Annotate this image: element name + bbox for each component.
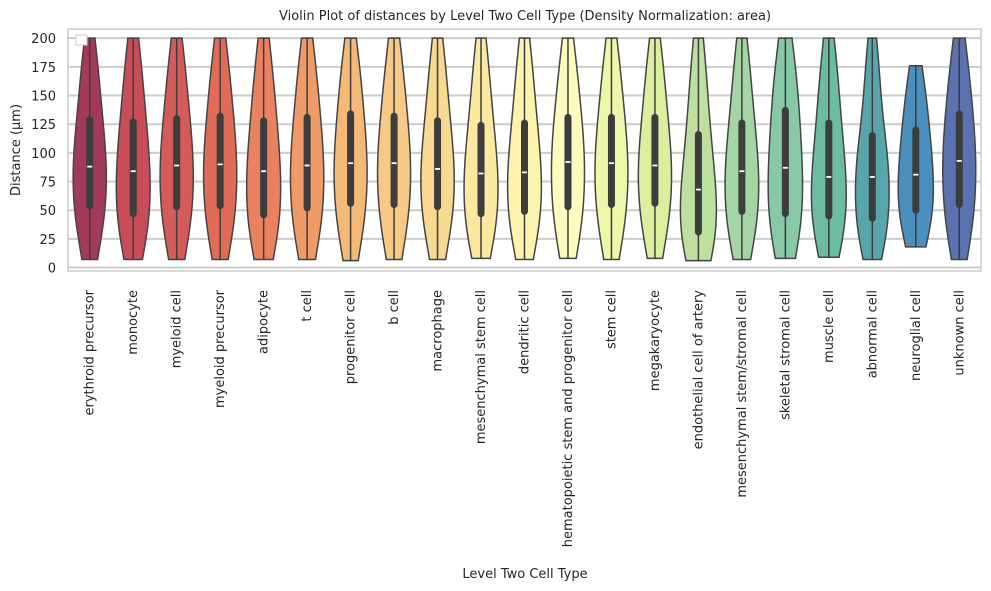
y-tick-label: 0	[48, 262, 56, 277]
violin-progenitor-cell	[333, 37, 368, 262]
y-tick-label: 50	[39, 204, 56, 219]
x-tick-label: erythroid precursor	[83, 289, 98, 415]
x-tick-label: abnormal cell	[865, 290, 880, 378]
violin-muscle-cell	[810, 37, 847, 258]
x-tick-label: myeloid cell	[170, 290, 185, 368]
x-tick-label: megakaryocyte	[648, 290, 663, 391]
violin-megakaryocyte	[637, 37, 673, 260]
x-tick-label: macrophage	[431, 290, 446, 372]
x-tick-label: mesenchymal stem cell	[474, 290, 489, 444]
x-tick-label: hematopoietic stem and progenitor cell	[561, 290, 576, 547]
violin-t-cell	[289, 37, 325, 261]
violin-stem-cell	[594, 37, 629, 261]
plot-area-frame	[67, 28, 982, 272]
x-tick-label: stem cell	[604, 290, 619, 349]
y-tick-label: 75	[39, 176, 56, 191]
x-tick-label: adipocyte	[257, 290, 272, 354]
violin-monocyte	[115, 37, 151, 261]
x-tick-label: mesenchymal stem/stromal cell	[735, 290, 750, 498]
x-axis-label: Level Two Cell Type	[462, 567, 587, 582]
y-tick-label: 125	[31, 118, 56, 133]
y-tick-label: 100	[31, 147, 56, 162]
violins	[72, 37, 977, 262]
violin-endothelial-cell-of-artery	[679, 37, 718, 262]
x-tick-label: unknown cell	[952, 290, 967, 376]
x-tick-label: neuroglial cell	[909, 290, 924, 381]
x-tick-label: endothelial cell of artery	[691, 290, 706, 450]
violin-adipocyte	[245, 37, 282, 261]
x-tick-label: myeloid precursor	[213, 289, 228, 408]
x-tick-label: t cell	[300, 290, 315, 322]
violin-macrophage	[420, 37, 455, 261]
violin-hematopoietic-stem-and-progenitor-cell	[550, 37, 586, 260]
y-axis-ticks: 0 25 50 75 100 125 150 175 200	[31, 32, 56, 276]
x-tick-label: monocyte	[126, 290, 141, 355]
chart-title: Violin Plot of distances by Level Two Ce…	[279, 9, 771, 24]
violin-b-cell	[376, 37, 412, 261]
violin-neuroglial-cell	[897, 64, 935, 248]
x-tick-label: skeletal stromal cell	[778, 290, 793, 420]
x-tick-label: b cell	[387, 290, 402, 325]
x-axis-ticks: erythroid precursor monocyte myeloid cell m…	[83, 289, 968, 547]
x-tick-label: muscle cell	[822, 290, 837, 363]
y-tick-label: 25	[39, 233, 56, 248]
y-tick-label: 150	[31, 90, 56, 105]
violin-myeloid-precursor	[202, 37, 238, 261]
violin-myeloid-cell	[159, 37, 195, 261]
violin-skeletal-stromal-cell	[767, 37, 804, 260]
violin-erythroid-precursor	[72, 37, 108, 261]
y-tick-label: 175	[31, 61, 56, 76]
violin-abnormal-cell	[854, 37, 890, 261]
x-tick-label: dendritic cell	[518, 290, 533, 374]
violin-mesenchymal-stem-cell	[463, 37, 499, 260]
violin-mesenchymal-stem-stromal-cell	[724, 37, 760, 261]
y-axis-label: Distance (µm)	[9, 104, 24, 196]
violin-unknown-cell	[942, 37, 977, 261]
legend-box	[75, 34, 88, 46]
x-tick-label: progenitor cell	[344, 290, 359, 384]
violin-dendritic-cell	[506, 37, 543, 261]
y-tick-label: 200	[31, 32, 56, 47]
